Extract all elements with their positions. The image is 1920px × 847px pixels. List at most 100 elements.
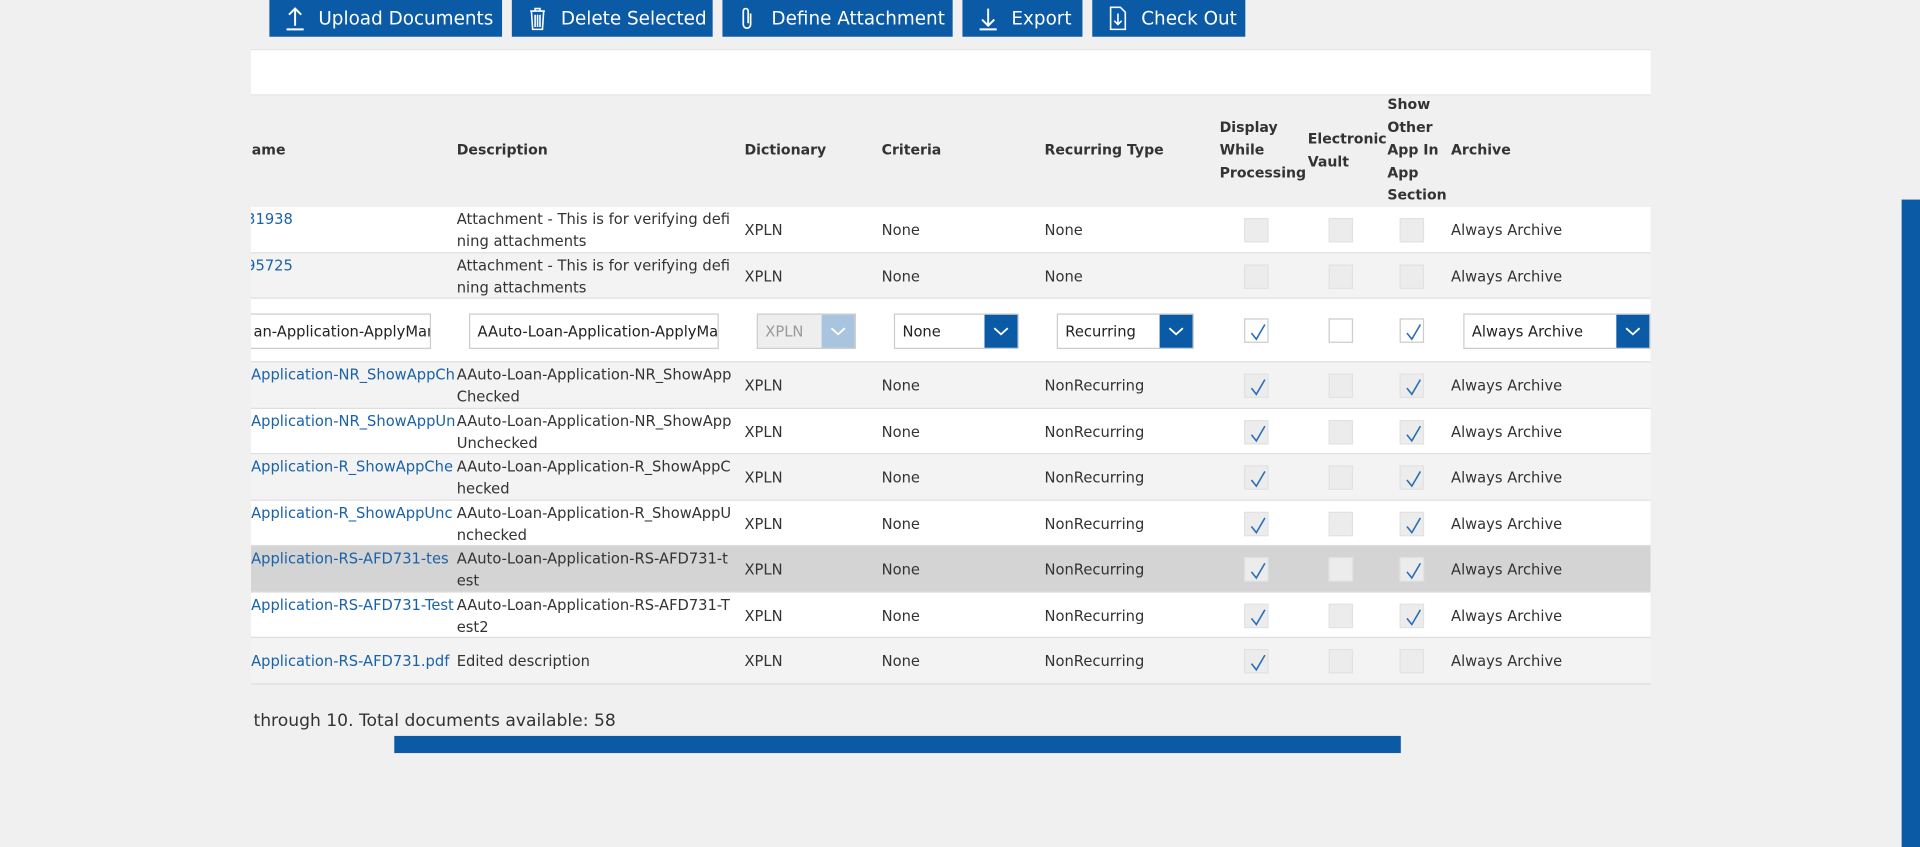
recurring-type: NonRecurring	[1044, 423, 1145, 441]
archive: Always Archive	[1451, 606, 1563, 624]
input-value: an-Application-ApplyMark	[253, 322, 432, 340]
button-label: Delete Selected	[560, 7, 707, 30]
document-link[interactable]: -Application-NR_ShowAppUn	[251, 412, 456, 430]
archive: Always Archive	[1451, 652, 1563, 670]
document-link[interactable]: -Application-R_ShowAppUnc	[251, 503, 453, 522]
arrow-icon	[1625, 327, 1641, 336]
dictionary: XPLN	[744, 606, 783, 624]
button-label: Define Attachment	[771, 7, 945, 30]
checkbox	[1399, 557, 1425, 582]
checkbox[interactable]	[1328, 318, 1354, 343]
document-link[interactable]: 95725	[251, 256, 293, 274]
trash-icon	[530, 7, 545, 31]
arrow-icon	[830, 327, 846, 336]
document-link[interactable]: 31938	[251, 210, 293, 228]
recurring-select[interactable]: Recurring	[1056, 313, 1194, 349]
archive: Always Archive	[1451, 423, 1563, 441]
recurring-type: NonRecurring	[1044, 652, 1145, 670]
archive-select[interactable]: Always Archive	[1463, 313, 1651, 349]
filter-bar	[251, 48, 1651, 96]
checkmark	[1250, 471, 1266, 488]
document-link[interactable]: -Application-NR_ShowAppCh	[251, 366, 455, 384]
criteria: None	[881, 377, 920, 395]
archive: Always Archive	[1451, 514, 1563, 533]
dropdown-arrow[interactable]	[1616, 314, 1650, 348]
criteria: None	[881, 560, 920, 578]
dropdown-arrow[interactable]	[821, 314, 855, 348]
checkbox	[1244, 465, 1269, 490]
dropdown-arrow[interactable]	[1159, 314, 1193, 348]
table-row: an-Application-ApplyMark AAuto-Loan-Appli…	[251, 298, 1651, 363]
checkbox	[1244, 263, 1269, 289]
column-header: Electronic Vault	[1307, 129, 1387, 170]
column-header: Criteria	[881, 141, 942, 159]
checkbox	[1399, 217, 1425, 243]
checkbox	[1328, 511, 1354, 536]
export-button[interactable]: Export	[962, 0, 1083, 37]
criteria-select[interactable]: None	[893, 313, 1019, 349]
checkbox	[1244, 217, 1269, 243]
name-input[interactable]: an-Application-ApplyMark	[251, 313, 432, 349]
criteria: None	[881, 423, 920, 441]
delete-button[interactable]: Delete Selected	[511, 0, 713, 37]
dictionary: XPLN	[744, 221, 783, 239]
checkout-button[interactable]: Check Out	[1092, 0, 1246, 37]
checkmark	[1406, 324, 1422, 341]
checkbox	[1328, 217, 1354, 243]
checkbox	[1399, 511, 1425, 536]
checkmark	[1406, 562, 1422, 580]
column-header: Show Other App In App Section	[1387, 95, 1447, 204]
checkbox	[1399, 603, 1425, 628]
checkbox	[1399, 648, 1425, 674]
description: AAuto-Loan-Application-RS-AFD731-test	[456, 549, 728, 589]
table-row: 95725 Attachment - This is for verifying …	[251, 253, 1651, 299]
table-row: -Application-NR_ShowAppUn AAuto-Loan-Appl…	[251, 408, 1651, 455]
checkbox	[1328, 557, 1354, 582]
dropdown-arrow[interactable]	[984, 314, 1018, 348]
recurring-type: NonRecurring	[1044, 377, 1145, 395]
upload-button[interactable]: Upload Documents	[269, 0, 503, 37]
checkbox[interactable]	[1399, 318, 1425, 343]
document-link[interactable]: -Application-RS-AFD731-tes	[251, 549, 449, 567]
description: AAuto-Loan-Application-NR_ShowAppUncheck…	[456, 412, 732, 452]
description: Attachment - This is for verifying defin…	[456, 256, 730, 296]
input-value: XPLN	[765, 322, 804, 340]
documents-table: Name Description Dictionary Criteria Recurri…	[251, 94, 1651, 685]
download-icon	[979, 8, 997, 31]
column-header: Dictionary	[744, 141, 827, 159]
description: AAuto-Loan-Application-R_ShowAppUnchecke…	[456, 503, 732, 544]
checkbox	[1328, 263, 1354, 289]
checkbox	[1399, 465, 1425, 490]
archive: Always Archive	[1451, 468, 1563, 487]
criteria: None	[881, 221, 920, 239]
horizontal-scrollbar[interactable]	[394, 735, 1401, 754]
table-row: -Application-RS-AFD731-tes AAuto-Loan-App…	[251, 546, 1651, 593]
archive: Always Archive	[1451, 377, 1563, 395]
criteria: None	[881, 606, 920, 624]
document-link[interactable]: -Application-RS-AFD731.pdf	[251, 652, 450, 670]
checkbox	[1244, 557, 1269, 582]
dictionary: XPLN	[744, 652, 783, 670]
arrow-icon	[993, 327, 1009, 336]
checkbox	[1328, 465, 1354, 490]
checkmark	[1250, 379, 1266, 396]
vertical-scrollbar[interactable]	[1901, 199, 1920, 847]
table-row: -Application-RS-AFD731-Test AAuto-Loan-Ap…	[251, 592, 1651, 638]
document-link[interactable]: -Application-R_ShowAppChe	[251, 457, 454, 476]
table-row: 31938 Attachment - This is for verifying …	[251, 206, 1651, 254]
define-button[interactable]: Define Attachment	[722, 0, 953, 37]
checkbox	[1399, 373, 1425, 398]
table-row: -Application-R_ShowAppUnc AAuto-Loan-Appl…	[251, 500, 1651, 547]
checkbox[interactable]	[1244, 318, 1269, 343]
dictionary-select[interactable]: XPLN	[756, 313, 856, 349]
description-input[interactable]: AAuto-Loan-Application-ApplyMark	[468, 313, 719, 349]
description: Edited description	[456, 652, 590, 670]
archive: Always Archive	[1451, 267, 1563, 285]
column-header: Display While Processing	[1219, 118, 1307, 181]
recurring-type: NonRecurring	[1044, 468, 1145, 487]
checkbox	[1399, 419, 1425, 444]
checkbox	[1328, 648, 1354, 674]
column-header: Name	[251, 141, 286, 159]
checkbox	[1328, 419, 1354, 444]
document-link[interactable]: -Application-RS-AFD731-Test	[251, 595, 454, 613]
